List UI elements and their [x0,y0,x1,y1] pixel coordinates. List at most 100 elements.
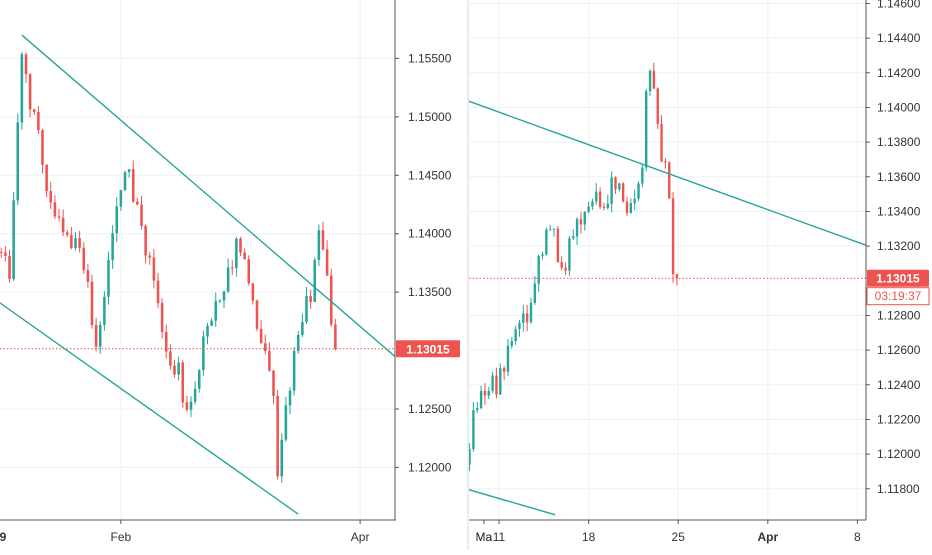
candle [115,197,119,242]
y-tick-label: 1.13500 [408,285,452,299]
candle [587,201,590,214]
y-tick-label: 1.12000 [408,460,452,474]
candle [313,257,317,302]
candle-body [255,300,259,329]
candle [0,247,3,258]
trend-line[interactable] [21,34,426,383]
candle-body [309,296,312,302]
candle [641,164,644,188]
y-tick-label: 1.14000 [877,100,921,114]
candle-body [57,216,61,218]
candle-body [24,54,28,75]
candle [280,433,284,483]
candle-body [499,368,502,395]
candle-body [575,219,579,237]
candle-body [37,111,40,131]
candle [529,297,533,324]
candle [472,402,475,452]
candle-body [491,375,494,391]
x-tick-label: 25 [672,530,686,544]
candle [660,115,663,163]
candle [193,381,197,405]
candle [74,232,77,251]
candle-body [660,123,663,162]
candle [652,62,656,90]
candle-body [160,303,164,332]
candle-body [556,228,560,263]
trend-line[interactable] [0,275,299,515]
trend-line[interactable] [448,94,878,250]
candle [268,342,271,372]
candle-body [572,236,575,239]
candle [111,225,114,269]
candle-body [28,74,32,110]
candle [177,356,180,381]
right-chart-panel[interactable]: 1.11800 1.12000 1.12200 1.12400 1.12600 1.128… [448,0,930,544]
bar-countdown-label: 03:19:37 [875,289,922,303]
candle-body [127,169,131,173]
candle-body [652,70,656,89]
candle-body [197,370,201,389]
candle [164,324,168,359]
candle-body [12,200,15,280]
candle [123,170,127,192]
candle-body [602,206,606,208]
candle-body [53,202,57,217]
candle [598,187,602,210]
candle [618,182,621,192]
candle-body [476,408,479,411]
candle [568,235,571,276]
candle-body [525,313,529,323]
candle [144,224,147,264]
candle [595,183,598,205]
candle [160,298,164,339]
candle [491,371,494,394]
x-tick-label: 11 [493,530,506,544]
candle-body [222,291,226,301]
candle [334,318,337,351]
x-tick-label: Ma [476,530,493,544]
candle [502,365,506,381]
candle [572,229,575,240]
right-candles [469,62,679,471]
candle [614,176,617,194]
candle [45,164,48,198]
y-tick-label: 1.14600 [877,0,921,10]
candle [522,304,525,332]
candle [140,195,143,230]
candle-body [202,336,205,371]
candle-body [119,190,123,207]
candle [541,251,544,260]
candle-body [32,109,36,112]
candle [235,236,238,277]
candle-body [144,225,147,256]
candle-body [148,255,152,258]
candle-body [648,70,652,92]
candle-body [65,232,69,235]
candle [148,251,152,265]
candle [259,319,263,344]
candle-body [656,88,659,124]
candle-body [123,172,127,191]
candle-body [514,329,517,342]
candle-body [16,122,20,201]
y-tick-label: 1.12500 [408,402,452,416]
candle-body [321,230,325,250]
candle-body [169,351,172,366]
y-tick-label: 1.15500 [408,51,452,65]
candle-body [103,296,106,325]
trend-line[interactable] [448,484,556,516]
y-tick-label: 1.13200 [877,239,921,253]
candle-body [510,341,513,346]
candle-body [487,390,490,396]
candle [94,317,98,352]
candle-body [549,229,552,231]
candle-body [189,401,193,410]
candle-body [296,335,300,352]
candle-body [272,370,275,396]
candle [214,292,218,327]
candle-body [334,324,337,349]
candle-body [61,217,65,233]
candle-body [325,249,329,276]
